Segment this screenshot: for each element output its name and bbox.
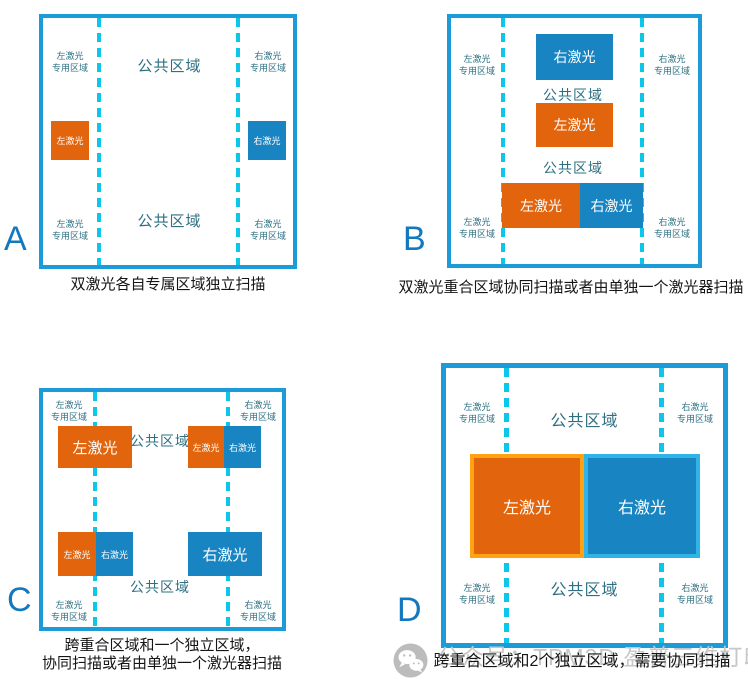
panel-d-public-top-label: 公共区域 <box>550 413 619 430</box>
panel-b-divider-right <box>640 18 644 264</box>
panel-c-right-laser-pair-top-rect: 右激光 <box>224 426 261 468</box>
panel-b-left-laser-mid-rect: 左激光 <box>536 103 613 147</box>
panel-a-right-laser-rect: 右激光 <box>248 121 286 160</box>
panel-d-left-zone-bottom-label: 左激光 专用区域 <box>458 583 495 606</box>
panel-c-caption-line1: 跨重合区域和一个独立区域， <box>64 637 260 654</box>
panel-d-caption: 跨重合区域和2个独立区域，需要协同扫描 <box>433 653 731 670</box>
panel-b-caption: 双激光重合区域协同扫描或者由单独一个激光器扫描 <box>398 279 744 296</box>
panel-d-right-zone-bottom-label: 右激光 专用区域 <box>676 583 713 606</box>
panel-a-left-zone-top-label: 左激光 专用区域 <box>51 51 88 74</box>
panel-c-letter: C <box>7 581 32 619</box>
panel-a-public-top-label: 公共区域 <box>137 58 202 75</box>
panel-c-right-zone-top-label: 右激光 专用区域 <box>239 400 276 423</box>
panel-b-divider-left <box>501 18 505 264</box>
panel-c-caption-line2: 协同扫描或者由单独一个激光器扫描 <box>41 655 282 672</box>
panel-c-caption: 跨重合区域和一个独立区域， 协同扫描或者由单独一个激光器扫描 <box>24 637 300 673</box>
panel-d-left-zone-top-label: 左激光 专用区域 <box>458 402 495 425</box>
panel-b-right-laser-pair-rect: 右激光 <box>580 183 643 228</box>
panel-a-right-zone-top-label: 右激光 专用区域 <box>249 51 286 74</box>
panel-b-left-zone-top-label: 左激光 专用区域 <box>458 54 495 77</box>
panel-a-public-bottom-label: 公共区域 <box>137 213 202 230</box>
panel-c-right-laser-big-rect: 右激光 <box>188 532 262 576</box>
panel-b-right-zone-top-label: 右激光 专用区域 <box>653 54 690 77</box>
panel-b-right-zone-bottom-label: 右激光 专用区域 <box>653 217 690 240</box>
panel-c-left-laser-big-rect: 左激光 <box>58 426 132 468</box>
panel-b-letter: B <box>403 220 426 258</box>
panel-d-letter: D <box>397 591 422 629</box>
panel-d-left-laser-rect: 左激光 <box>470 454 584 558</box>
watermark-text: 公众号：TPM3D 盈普三维打印 <box>437 644 748 670</box>
panel-b-right-laser-top-rect: 右激光 <box>536 34 613 80</box>
panel-d-right-zone-top-label: 右激光 专用区域 <box>676 402 713 425</box>
panel-b-public-lower-label: 公共区域 <box>543 160 603 176</box>
panel-c-right-zone-bottom-label: 右激光 专用区域 <box>239 600 276 623</box>
panel-a-divider-right <box>236 18 240 265</box>
panel-c-public-bottom-label: 公共区域 <box>130 579 190 595</box>
panel-a-caption: 双激光各自专属区域独立扫描 <box>70 276 266 293</box>
panel-a-left-laser-rect: 左激光 <box>51 121 89 160</box>
panel-a-letter: A <box>4 220 27 258</box>
panel-c-right-laser-pair-bottom-rect: 右激光 <box>96 532 133 576</box>
panel-c-divider-left <box>93 392 97 627</box>
panel-a-right-zone-bottom-label: 右激光 专用区域 <box>249 219 286 242</box>
panel-c-left-zone-bottom-label: 左激光 专用区域 <box>50 600 87 623</box>
panel-c-divider-right <box>226 392 230 627</box>
wechat-icon <box>393 643 428 678</box>
panel-b-left-zone-bottom-label: 左激光 专用区域 <box>458 217 495 240</box>
panel-a-left-zone-bottom-label: 左激光 专用区域 <box>51 219 88 242</box>
panel-d-right-laser-rect: 右激光 <box>584 454 700 558</box>
panel-c-left-zone-top-label: 左激光 专用区域 <box>50 400 87 423</box>
panel-b-public-upper-label: 公共区域 <box>543 87 603 103</box>
panel-c-left-laser-pair-top-rect: 左激光 <box>188 426 224 468</box>
panel-b-left-laser-pair-rect: 左激光 <box>502 183 580 228</box>
panel-a-divider-left <box>97 18 101 265</box>
panel-c-public-top-label: 公共区域 <box>130 433 190 449</box>
panel-d-public-bottom-label: 公共区域 <box>550 582 619 599</box>
panel-c-left-laser-pair-bottom-rect: 左激光 <box>58 532 96 576</box>
